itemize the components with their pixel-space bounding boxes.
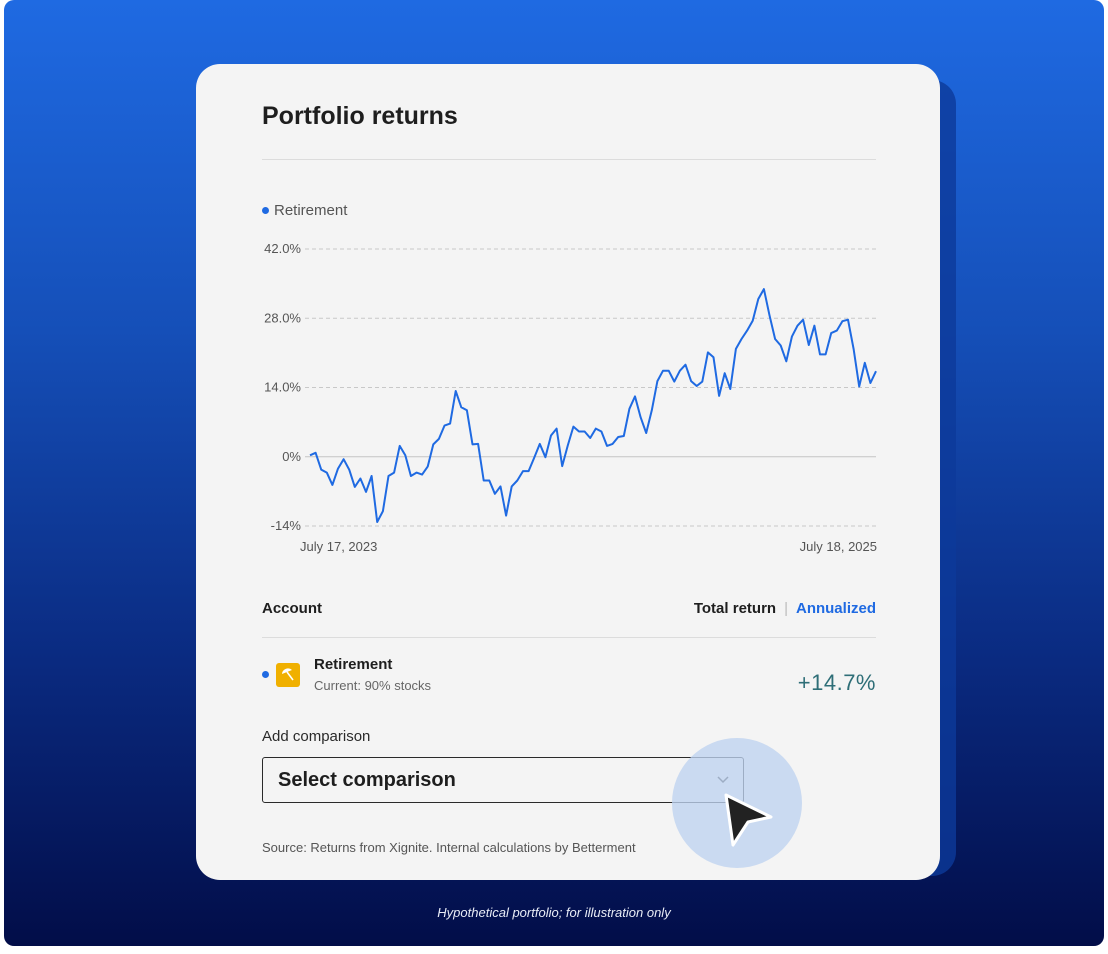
account-dot	[262, 671, 269, 678]
return-mode-toggle: Total return | Annualized	[694, 600, 876, 617]
legend-dot	[262, 207, 269, 214]
y-tick-label: 28.0%	[264, 310, 301, 325]
page-title: Portfolio returns	[262, 102, 458, 130]
add-comparison-label: Add comparison	[262, 728, 371, 745]
x-tick-label: July 17, 2023	[300, 539, 377, 554]
legend-label: Retirement	[274, 202, 348, 219]
annualized-option[interactable]: Annualized	[795, 600, 876, 617]
toggle-separator: |	[784, 600, 788, 617]
disclaimer-caption: Hypothetical portfolio; for illustration…	[437, 905, 671, 920]
accounts-header: Account	[262, 600, 322, 617]
account-return: +14.7%	[797, 670, 876, 695]
umbrella-icon	[276, 662, 300, 687]
account-name: Retirement	[314, 656, 393, 673]
series-line-retirement	[309, 288, 877, 523]
x-tick-label: July 18, 2025	[800, 539, 877, 554]
portfolio-card: Portfolio returns Retirement 42.0% 28.0% 1…	[196, 64, 940, 880]
returns-chart[interactable]: 42.0% 28.0% 14.0% 0% -14% July 17, 2023 July 1…	[196, 234, 940, 564]
cursor-arrow-icon	[724, 793, 773, 847]
comparison-select-value: Select comparison	[278, 768, 456, 791]
total-return-option[interactable]: Total return	[693, 600, 777, 617]
account-row[interactable]: Retirement Current: 90% stocks	[262, 656, 431, 693]
y-tick-label: 14.0%	[264, 380, 301, 395]
chart-legend: Retirement	[262, 202, 347, 219]
y-tick-label: 0%	[282, 449, 301, 464]
divider	[262, 637, 876, 638]
account-subtitle: Current: 90% stocks	[314, 678, 432, 693]
divider	[262, 159, 876, 160]
y-tick-label: -14%	[271, 518, 302, 533]
source-note: Source: Returns from Xignite. Internal c…	[262, 840, 636, 855]
y-tick-label: 42.0%	[264, 241, 301, 256]
